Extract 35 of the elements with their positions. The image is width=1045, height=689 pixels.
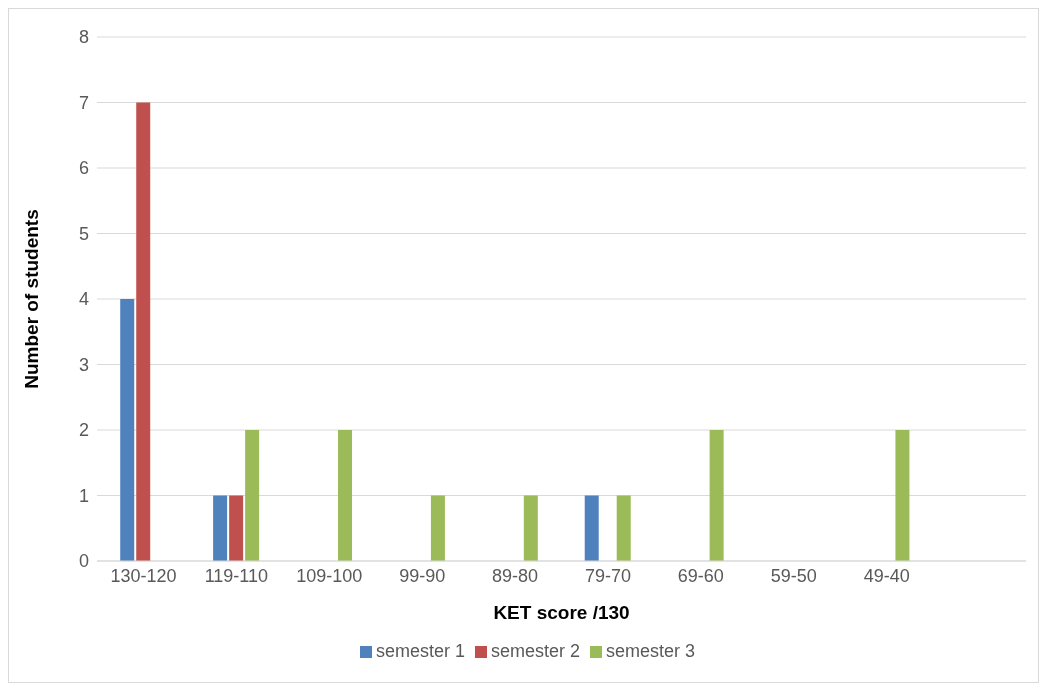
bar bbox=[120, 299, 135, 561]
x-tick-label: 99-90 bbox=[399, 565, 446, 586]
bar bbox=[616, 495, 631, 561]
legend-label: semester 3 bbox=[606, 641, 696, 661]
bar bbox=[245, 430, 260, 561]
bar bbox=[430, 495, 445, 561]
y-tick-label: 7 bbox=[78, 92, 89, 113]
legend-label: semester 1 bbox=[375, 641, 465, 661]
y-tick-label: 1 bbox=[78, 485, 89, 506]
y-tick-label: 4 bbox=[78, 289, 89, 310]
x-tick-label: 130-120 bbox=[110, 565, 177, 586]
legend-label: semester 2 bbox=[490, 641, 581, 661]
y-tick-label: 0 bbox=[78, 551, 89, 572]
y-axis-title: Number of students bbox=[20, 209, 42, 389]
y-tick-label: 3 bbox=[78, 354, 89, 375]
x-tick-label: 69-60 bbox=[677, 565, 724, 586]
x-tick-label: 89-80 bbox=[492, 565, 539, 586]
bar bbox=[709, 430, 724, 561]
bar bbox=[895, 430, 910, 561]
bar bbox=[136, 102, 151, 561]
x-tick-label: 119-110 bbox=[204, 565, 269, 586]
x-tick-label: 59-50 bbox=[770, 565, 817, 586]
x-tick-label: 109-100 bbox=[296, 565, 363, 586]
bar bbox=[584, 495, 599, 561]
y-tick-label: 8 bbox=[78, 27, 89, 48]
y-tick-label: 5 bbox=[78, 223, 89, 244]
bar bbox=[213, 495, 228, 561]
y-tick-label: 2 bbox=[78, 420, 89, 441]
y-tick-label: 6 bbox=[78, 158, 89, 179]
bar bbox=[523, 495, 538, 561]
bar bbox=[338, 430, 353, 561]
bar bbox=[229, 495, 244, 561]
x-tick-label: 49-40 bbox=[863, 565, 910, 586]
x-axis-title: KET score /130 bbox=[493, 602, 630, 623]
x-tick-label: 79-70 bbox=[584, 565, 631, 586]
